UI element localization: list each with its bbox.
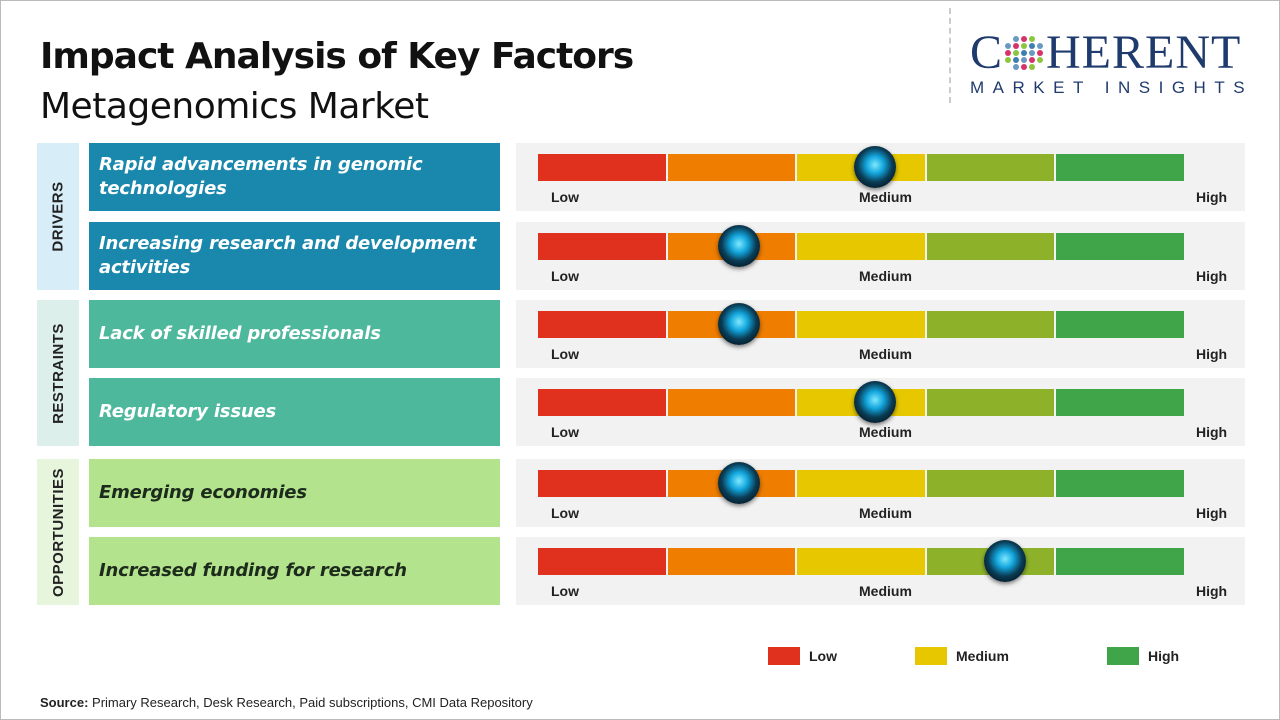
gauge-segment [926,233,1055,260]
impact-gauge: Low Medium High [516,537,1245,605]
gauge-segment [797,233,925,260]
page-subtitle: Metagenomics Market [40,86,429,127]
factor-label: Increased funding for research [89,537,500,605]
gauge-segment [1056,548,1184,575]
gauge-segment [1056,311,1184,338]
source-note: Source: Primary Research, Desk Research,… [40,695,533,710]
scale-label-medium: Medium [859,189,912,205]
legend-swatch [1107,647,1139,665]
impact-marker [717,225,760,267]
gauge-segment [667,389,796,416]
impact-marker [983,540,1026,582]
gauge-segment [538,548,666,575]
gauge-segment [926,470,1055,497]
factor-label: Regulatory issues [89,378,500,446]
scale-label-low: Low [551,505,579,521]
category-label: DRIVERS [49,181,67,252]
scale-label-high: High [1196,268,1228,284]
divider [949,8,951,103]
gauge-bar [538,146,1186,188]
source-label: Source: [40,695,89,710]
scale-label-medium: Medium [859,583,912,599]
legend-swatch [915,647,947,665]
legend-label: Low [809,648,837,664]
gauge-segment [667,154,796,181]
legend-swatch [768,647,800,665]
scale-label-low: Low [551,268,579,284]
page-title: Impact Analysis of Key Factors [40,36,634,77]
legend-medium: Medium [915,647,1009,665]
gauge-segment [538,389,666,416]
scale-label-low: Low [551,424,579,440]
gauge-segment [926,389,1055,416]
scale-label-medium: Medium [859,268,912,284]
source-text: Primary Research, Desk Research, Paid su… [88,695,533,710]
scale-label-medium: Medium [859,505,912,521]
factor-label: Rapid advancements in genomic technologi… [89,143,500,211]
gauge-segment [538,233,666,260]
gauge-segment [1056,154,1184,181]
impact-gauge: Low Medium High [516,143,1245,211]
factor-label: Emerging economies [89,459,500,527]
gauge-bar [538,225,1186,267]
impact-gauge: Low Medium High [516,459,1245,527]
impact-marker [717,303,760,345]
gauge-segment [667,548,796,575]
gauge-bar [538,540,1186,582]
impact-marker [717,462,760,504]
gauge-segment [538,311,666,338]
gauge-bar [538,381,1186,423]
legend-low: Low [768,647,837,665]
gauge-segment [926,154,1055,181]
legend-label: High [1148,648,1180,664]
gauge-segment [797,548,925,575]
impact-gauge: Low Medium High [516,300,1245,368]
impact-gauge: Low Medium High [516,222,1245,290]
factor-label: Lack of skilled professionals [89,300,500,368]
scale-label-high: High [1196,424,1228,440]
gauge-bar [538,303,1186,345]
legend-label: Medium [956,648,1009,664]
impact-gauge: Low Medium High [516,378,1245,446]
category-label: RESTRAINTS [49,322,67,424]
gauge-segment [1056,470,1184,497]
legend-high: High [1107,647,1179,665]
category-label: OPPORTUNITIES [49,467,67,597]
gauge-bar [538,462,1186,504]
scale-label-medium: Medium [859,346,912,362]
impact-marker [853,381,896,423]
scale-label-low: Low [551,583,579,599]
category-restraints: RESTRAINTS [37,300,79,446]
scale-label-low: Low [551,346,579,362]
gauge-segment [538,154,666,181]
gauge-segment [797,311,925,338]
scale-label-high: High [1196,189,1228,205]
factor-label: Increasing research and development acti… [89,222,500,290]
scale-label-high: High [1196,583,1228,599]
scale-label-medium: Medium [859,424,912,440]
gauge-segment [797,470,925,497]
category-opportunities: OPPORTUNITIES [37,459,79,605]
gauge-segment [1056,233,1184,260]
impact-marker [853,146,896,188]
gauge-segment [538,470,666,497]
gauge-segment [926,311,1055,338]
gauge-segment [1056,389,1184,416]
scale-label-high: High [1196,346,1228,362]
category-drivers: DRIVERS [37,143,79,290]
scale-label-high: High [1196,505,1228,521]
logo: C HERENT MARKET INSIGHTS [970,26,1254,98]
globe-icon [1005,36,1044,70]
scale-label-low: Low [551,189,579,205]
